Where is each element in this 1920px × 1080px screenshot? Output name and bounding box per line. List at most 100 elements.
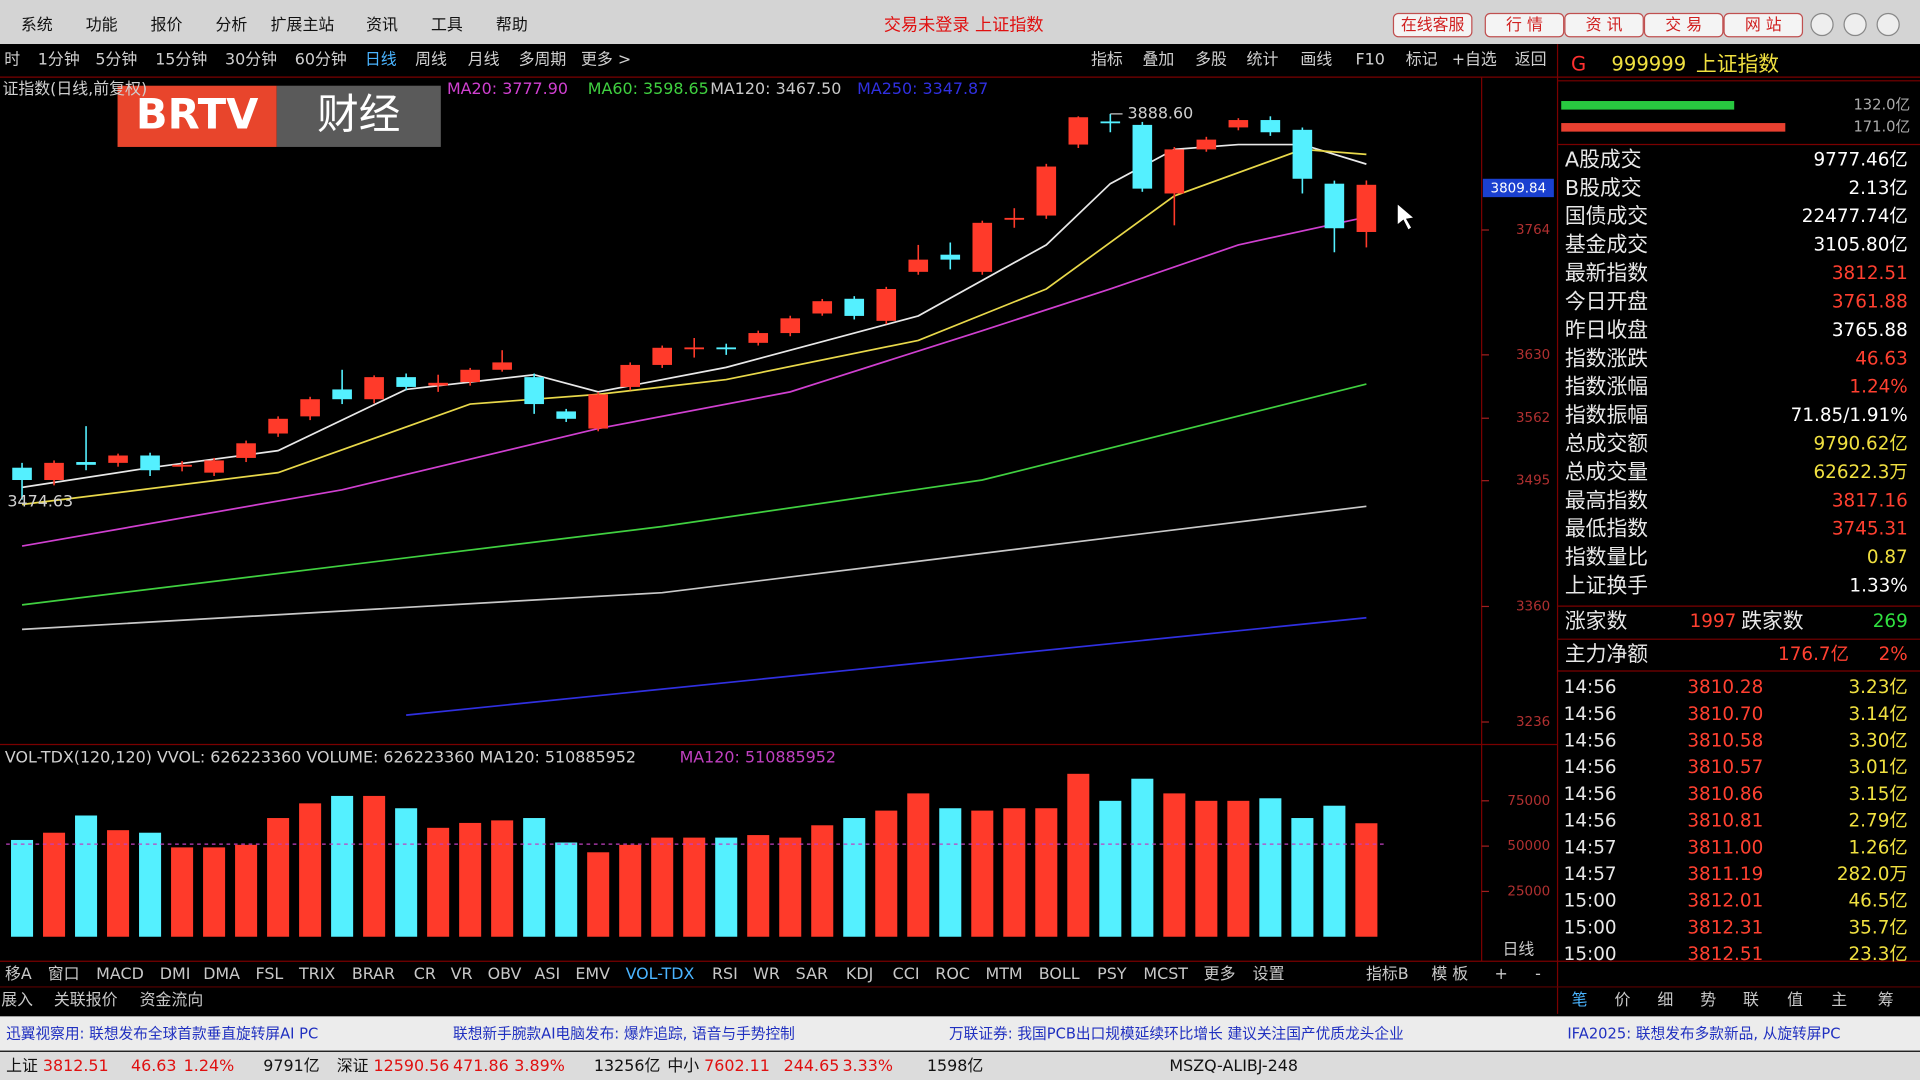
indicator-tab[interactable]: PSY: [1097, 964, 1127, 983]
indicator-tab[interactable]: CCI: [893, 964, 920, 983]
tool-button[interactable]: 叠加: [1142, 50, 1174, 69]
template-tab[interactable]: -: [1535, 964, 1541, 983]
tool-button[interactable]: 画线: [1300, 50, 1332, 69]
stat-label: 指数振幅: [1565, 403, 1648, 427]
menu-item[interactable]: 资讯: [366, 15, 398, 34]
chart-title: 证指数(日线,前复权): [2, 79, 147, 98]
stat-label: 指数涨跌: [1565, 346, 1648, 370]
template-tab[interactable]: 指标B: [1366, 964, 1409, 983]
panel-tab[interactable]: 势: [1700, 990, 1716, 1009]
volume-bar: [555, 842, 578, 937]
template-tab[interactable]: +: [1495, 964, 1508, 983]
indicator-tab[interactable]: RSI: [712, 964, 738, 983]
indicator-tab[interactable]: KDJ: [846, 964, 873, 983]
menu-item[interactable]: 报价: [151, 15, 183, 34]
indicator-tab[interactable]: CR: [414, 964, 436, 983]
sub-tab[interactable]: 资金流向: [140, 990, 204, 1009]
period-tab[interactable]: 5分钟: [95, 50, 137, 69]
volume-bar: [1355, 823, 1378, 937]
top-button-box[interactable]: [1643, 12, 1724, 38]
window-controls[interactable]: [1810, 12, 1900, 37]
indicator-tab[interactable]: 设置: [1253, 964, 1285, 983]
indicator-tab[interactable]: TRIX: [298, 964, 335, 983]
period-tab[interactable]: 1分钟: [38, 50, 80, 69]
indicator-tab[interactable]: VR: [451, 964, 473, 983]
news-item[interactable]: 万联证券: 我国PCB出口规模延续环比增长 建议关注国产优质龙头企业: [949, 1025, 1404, 1043]
menu-item[interactable]: 系统: [21, 15, 53, 34]
top-button[interactable]: 行 情: [1506, 15, 1543, 34]
tool-button[interactable]: +自选: [1452, 50, 1497, 69]
tool-button[interactable]: 统计: [1247, 50, 1279, 69]
period-tab[interactable]: 15分钟: [155, 50, 207, 69]
tick-price: 3811.00: [1687, 837, 1763, 858]
indicator-tab[interactable]: VOL-TDX: [626, 964, 695, 983]
period-tab[interactable]: 日线: [365, 50, 397, 69]
panel-tab[interactable]: 笔: [1572, 990, 1588, 1009]
indicator-tab[interactable]: FSL: [255, 964, 283, 983]
top-button[interactable]: 网 站: [1745, 15, 1782, 34]
name: 上证指数: [1696, 52, 1779, 76]
menu-item[interactable]: 扩展主站: [271, 15, 335, 34]
indicator-tab[interactable]: 窗口: [48, 964, 80, 983]
top-button[interactable]: 资 讯: [1586, 15, 1623, 34]
indicator-tab[interactable]: SAR: [796, 964, 828, 983]
tool-button[interactable]: 返回: [1515, 50, 1547, 69]
breadth-label: 涨家数: [1565, 609, 1628, 633]
indicator-tab[interactable]: BOLL: [1039, 964, 1080, 983]
top-button-box[interactable]: [1564, 12, 1644, 38]
news-item[interactable]: 联想新手腕款AI电脑发布: 爆炸追踪, 语音与手势控制: [453, 1026, 795, 1043]
template-tab[interactable]: 模 板: [1431, 964, 1468, 983]
panel-tab[interactable]: 细: [1657, 990, 1673, 1009]
tick-price: 3812.31: [1687, 917, 1763, 938]
candle-body: [364, 377, 384, 400]
indicator-tab[interactable]: MACD: [96, 964, 144, 983]
tool-button[interactable]: 标记: [1406, 50, 1438, 69]
panel-tab[interactable]: 价: [1614, 990, 1630, 1009]
indicator-tab[interactable]: MCST: [1143, 964, 1188, 983]
top-button-box[interactable]: [1723, 12, 1804, 38]
indicator-tab[interactable]: DMI: [160, 964, 191, 983]
menu-item[interactable]: 工具: [431, 15, 463, 34]
indicator-tab[interactable]: 更多: [1204, 964, 1236, 983]
panel-tab[interactable]: 筹: [1878, 990, 1894, 1009]
indicator-tab[interactable]: MTM: [985, 964, 1022, 983]
tool-button[interactable]: 多股: [1195, 50, 1227, 69]
indicator-tab[interactable]: WR: [753, 964, 780, 983]
candle-body: [1132, 124, 1153, 189]
candle-body: [492, 362, 512, 370]
tool-button[interactable]: 指标: [1091, 50, 1123, 69]
panel-tab[interactable]: 主: [1831, 990, 1847, 1009]
tick-volume: 3.15亿: [1849, 784, 1908, 805]
indicator-tab[interactable]: 移A: [5, 964, 32, 983]
menu-item[interactable]: 帮助: [496, 15, 528, 34]
menu-item[interactable]: 分析: [216, 15, 248, 34]
menu-item[interactable]: 功能: [86, 15, 118, 34]
panel-tab[interactable]: 联: [1743, 990, 1759, 1009]
top-button[interactable]: 交 易: [1665, 15, 1702, 34]
period-tab[interactable]: 周线: [415, 50, 447, 69]
status-item: 46.63: [131, 1056, 177, 1075]
tool-button[interactable]: F10: [1356, 50, 1385, 69]
news-item[interactable]: 迅翼视察用: 联想发布全球首款垂直旋转屏AI PC: [6, 1025, 318, 1043]
ma-line: [406, 616, 1367, 716]
indicator-tab[interactable]: ROC: [935, 964, 970, 983]
period-tab[interactable]: 时: [4, 50, 20, 69]
indicator-tab[interactable]: EMV: [575, 964, 610, 983]
period-tab[interactable]: 60分钟: [295, 50, 347, 69]
indicator-tab[interactable]: OBV: [488, 964, 522, 983]
indicator-tab[interactable]: DMA: [203, 964, 240, 983]
sub-tab[interactable]: 展入: [1, 990, 33, 1009]
period-tab[interactable]: 月线: [468, 50, 500, 69]
candle-body: [140, 455, 160, 471]
period-tab[interactable]: 多周期: [519, 50, 567, 69]
indicator-tab[interactable]: ASI: [535, 964, 561, 983]
period-tab[interactable]: 30分钟: [225, 50, 277, 69]
period-tab[interactable]: 更多 >: [581, 50, 631, 69]
top-button-box[interactable]: [1484, 12, 1565, 38]
top-button-box[interactable]: [1392, 12, 1473, 38]
news-item[interactable]: IFA2025: 联想发布多款新品, 从旋转屏PC: [1567, 1026, 1840, 1043]
panel-tab[interactable]: 值: [1787, 990, 1803, 1009]
top-button[interactable]: 在线客服: [1401, 15, 1465, 34]
sub-tab[interactable]: 关联报价: [54, 990, 118, 1009]
indicator-tab[interactable]: BRAR: [352, 964, 395, 983]
